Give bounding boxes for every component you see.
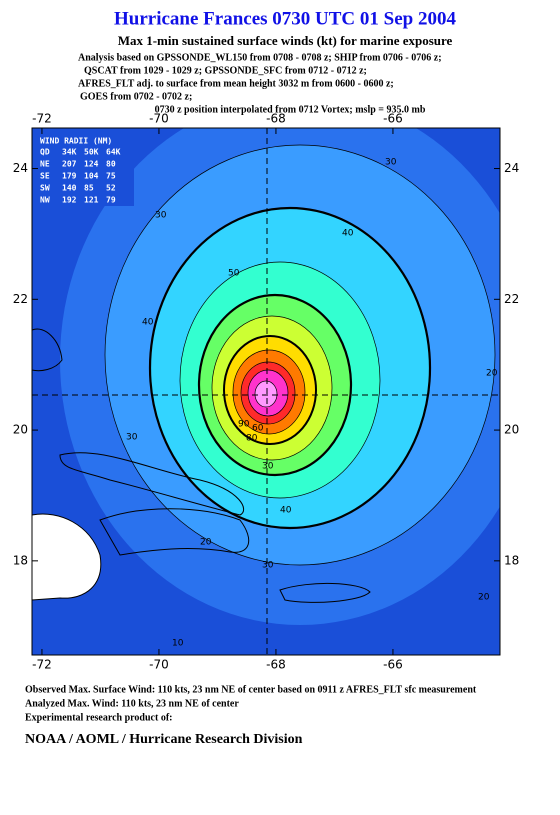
y-tick-label: 20: [504, 423, 519, 437]
subtitle: Max 1-min sustained surface winds (kt) f…: [118, 33, 453, 48]
x-tick-label: -70: [149, 112, 169, 126]
y-tick-label: 22: [504, 292, 519, 306]
x-tick-label: -66: [383, 112, 403, 126]
contour-label: 30: [262, 561, 274, 571]
contour-label: 60: [252, 424, 264, 434]
contour-label: 30: [262, 462, 274, 472]
footer-line: Observed Max. Surface Wind: 110 kts, 23 …: [25, 684, 477, 695]
contour-label: 50: [228, 269, 240, 279]
contour-label: 10: [172, 639, 184, 649]
radii-cell: 192: [62, 196, 77, 205]
footer-line: Analyzed Max. Wind: 110 kts, 23 nm NE of…: [25, 698, 239, 709]
y-tick-label: 18: [13, 553, 28, 567]
contour-label: 30: [126, 433, 138, 443]
radii-cell: 80: [106, 160, 116, 169]
wind-field: [32, 128, 500, 655]
radii-cell: 79: [106, 196, 116, 205]
contour-label: 20: [478, 593, 490, 603]
contour-label: 20: [486, 369, 498, 379]
analysis-line: AFRES_FLT adj. to surface from mean heig…: [78, 78, 394, 89]
radii-cell: SW: [40, 184, 50, 193]
radii-cell: 124: [84, 160, 99, 169]
radii-cell: SE: [40, 172, 50, 181]
radii-cell: 52: [106, 184, 116, 193]
analysis-line: GOES from 0702 - 0702 z;: [80, 91, 192, 102]
radii-header: 34K: [62, 148, 77, 157]
contour-label: 90: [238, 420, 250, 430]
contour-label: 40: [342, 229, 354, 239]
y-tick-label: 20: [13, 423, 28, 437]
radii-header: 64K: [106, 148, 121, 157]
analysis-line: 0730 z position interpolated from 0712 V…: [155, 104, 426, 115]
radii-cell: 140: [62, 184, 77, 193]
analysis-line: QSCAT from 1029 - 1029 z; GPSSONDE_SFC f…: [84, 65, 367, 76]
radii-cell: 121: [84, 196, 99, 205]
analysis-line: Analysis based on GPSSONDE_WL150 from 07…: [78, 52, 442, 63]
contour-label: 40: [142, 318, 154, 328]
footer-line: Experimental research product of:: [25, 712, 172, 723]
radii-cell: 104: [84, 172, 99, 181]
radii-title: WIND RADII (NM): [40, 137, 112, 146]
x-tick-label: -72: [32, 112, 52, 126]
y-tick-label: 24: [13, 161, 28, 175]
radii-header: QD: [40, 148, 50, 157]
y-tick-label: 18: [504, 553, 519, 567]
x-tick-label: -68: [266, 112, 286, 126]
x-tick-label: -66: [383, 658, 403, 672]
contour-label: 30: [155, 211, 167, 221]
contour-label: 40: [280, 506, 292, 516]
radii-header: 50K: [84, 148, 99, 157]
x-tick-label: -68: [266, 658, 286, 672]
radii-cell: NE: [40, 160, 50, 169]
plot-frame: [31, 127, 501, 656]
y-tick-label: 24: [504, 161, 519, 175]
title: Hurricane Frances 0730 UTC 01 Sep 2004: [114, 8, 456, 29]
radii-cell: 85: [84, 184, 94, 193]
wind-radii-table: QD 34K 50K 64K NE 207 124 80 SE 179 104 75 SW 140 85 52…: [40, 148, 121, 205]
contour-label: 80: [246, 434, 258, 444]
contour-label: 20: [200, 538, 212, 548]
radii-cell: 179: [62, 172, 77, 181]
contour-label: 30: [385, 158, 397, 168]
y-tick-label: 22: [13, 292, 28, 306]
radii-cell: 75: [106, 172, 116, 181]
footer-line: NOAA / AOML / Hurricane Research Divisio…: [25, 732, 303, 747]
x-tick-label: -70: [149, 658, 169, 672]
radii-cell: 207: [62, 160, 77, 169]
radii-cell: NW: [40, 196, 50, 205]
x-tick-label: -72: [32, 658, 52, 672]
